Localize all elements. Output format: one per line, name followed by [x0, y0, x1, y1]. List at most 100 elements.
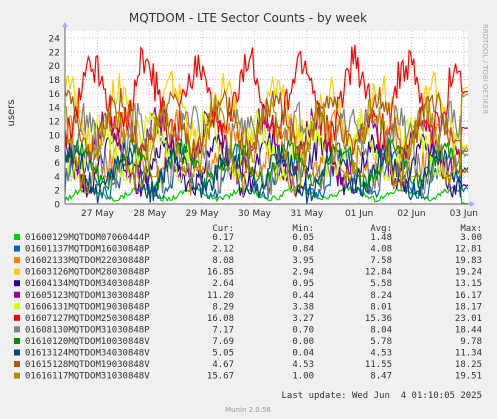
legend-max-value: 13.15 [455, 279, 482, 289]
legend-avg-value: 7.58 [370, 256, 392, 266]
side-label: RRDTOOL / TOBI OETIKER [481, 24, 489, 114]
series-line [64, 86, 469, 175]
x-tick-label: 03 Jun [450, 209, 478, 219]
footer-version: Munin 2.0.56 [225, 406, 271, 414]
legend-min-value: 3.95 [292, 256, 314, 266]
legend-series-name: 01613124MQTDOM34030848V [25, 349, 150, 359]
legend-series-name: 01610120MQTDOM10030848V [25, 337, 150, 347]
legend-series-name: 01604134MQTDOM34030848P [25, 279, 150, 289]
legend-max-value: 18.44 [455, 325, 482, 335]
legend-max-value: 19.24 [455, 268, 482, 278]
legend-min-value: 0.70 [292, 325, 314, 335]
column-header-min: Min: [292, 224, 314, 234]
legend-cur-value: 16.85 [207, 268, 234, 278]
legend-cur-value: 2.64 [212, 279, 234, 289]
legend-series-name: 01615128MQTDOM19030848V [25, 360, 150, 370]
legend-cur-value: 0.17 [212, 233, 234, 243]
legend-max-value: 12.81 [455, 245, 482, 255]
legend-min-value: 0.44 [292, 291, 314, 301]
legend-swatch [14, 268, 20, 275]
y-tick-label: 14 [49, 104, 61, 114]
legend-series-name: 01605123MQTDOM13030848P [25, 291, 150, 301]
y-tick-label: 0 [54, 201, 60, 211]
x-tick-label: 28 May [133, 209, 167, 219]
legend-series-name: 01607127MQTDOM25030848P [25, 314, 150, 324]
legend-cur-value: 5.05 [212, 349, 234, 359]
legend-avg-value: 1.48 [370, 233, 392, 243]
y-tick-label: 12 [49, 117, 60, 127]
legend-min-value: 1.00 [292, 372, 314, 382]
legend-swatch [14, 337, 20, 344]
legend-max-value: 19.51 [455, 372, 482, 382]
legend-avg-value: 5.58 [370, 279, 392, 289]
legend-avg-value: 8.47 [370, 372, 392, 382]
x-tick-label: 02 Jun [397, 209, 425, 219]
y-tick-label: 22 [49, 48, 60, 58]
legend-cur-value: 11.20 [207, 291, 234, 301]
legend-swatch [14, 361, 20, 368]
column-header-max: Max: [460, 224, 482, 234]
legend-swatch [14, 326, 20, 333]
y-tick-label: 18 [49, 76, 61, 86]
y-axis-label: users [6, 99, 17, 126]
legend-swatch [14, 234, 20, 240]
legend: 01600129MQTDOM07060444P 0.17 0.05 1.48 3.00 0… [14, 233, 482, 382]
series-line [64, 141, 469, 204]
column-header-avg: Avg: [370, 224, 392, 234]
column-header-cur: Cur: [212, 224, 234, 234]
legend-max-value: 23.01 [455, 314, 482, 324]
legend-cur-value: 15.67 [207, 372, 234, 382]
legend-min-value: 0.05 [292, 233, 314, 243]
y-tick-label: 10 [49, 131, 61, 141]
legend-min-value: 4.53 [292, 360, 314, 370]
legend-avg-value: 4.08 [370, 245, 392, 255]
legend-min-value: 0.00 [292, 337, 314, 347]
legend-swatch [14, 372, 20, 379]
legend-avg-value: 8.01 [370, 302, 392, 312]
legend-max-value: 9.78 [460, 337, 482, 347]
x-tick-label: 29 May [186, 209, 220, 219]
y-tick-label: 20 [49, 62, 61, 72]
legend-swatch [14, 280, 20, 287]
legend-min-value: 2.94 [292, 268, 314, 278]
legend-max-value: 16.17 [455, 291, 482, 301]
legend-avg-value: 8.04 [370, 325, 392, 335]
legend-series-name: 01600129MQTDOM07060444P [25, 233, 150, 243]
last-update: Last update: Wed Jun 4 01:10:05 2025 [282, 391, 482, 401]
y-tick-label: 24 [49, 34, 61, 44]
x-tick-label: 31 May [290, 209, 324, 219]
legend-swatch [14, 245, 20, 252]
legend-series-name: 01603126MQTDOM28030848P [25, 268, 150, 278]
legend-series-name: 01601137MQTDOM16030848P [25, 245, 150, 255]
legend-cur-value: 16.08 [207, 314, 234, 324]
legend-min-value: 3.38 [292, 302, 314, 312]
x-tick-labels: 27 May 28 May 29 May 30 May 31 May 01 Jun 02 J… [81, 209, 478, 219]
legend-cur-value: 7.17 [212, 325, 234, 335]
y-tick-label: 8 [54, 145, 60, 155]
series-lines [64, 44, 469, 205]
legend-min-value: 0.84 [292, 245, 314, 255]
legend-cur-value: 7.69 [212, 337, 234, 347]
legend-series-name: 01606131MQTDOM19030848P [25, 302, 150, 312]
legend-min-value: 0.04 [292, 349, 314, 359]
x-tick-label: 01 Jun [345, 209, 373, 219]
legend-max-value: 18.25 [455, 360, 482, 370]
legend-min-value: 3.27 [292, 314, 314, 324]
legend-cur-value: 8.29 [212, 302, 234, 312]
chart-title: MQTDOM - LTE Sector Counts - by week [129, 11, 367, 25]
legend-avg-value: 8.24 [370, 291, 392, 301]
legend-avg-value: 12.84 [365, 268, 392, 278]
legend-swatch [14, 303, 20, 310]
legend-avg-value: 11.55 [365, 360, 392, 370]
legend-cur-value: 4.67 [212, 360, 234, 370]
legend-max-value: 19.83 [455, 256, 482, 266]
legend-cur-value: 2.12 [212, 245, 234, 255]
legend-min-value: 0.95 [292, 279, 314, 289]
legend-avg-value: 5.78 [370, 337, 392, 347]
legend-swatch [14, 349, 20, 356]
legend-avg-value: 4.53 [370, 349, 392, 359]
legend-max-value: 11.34 [455, 349, 482, 359]
legend-max-value: 3.00 [460, 233, 482, 243]
